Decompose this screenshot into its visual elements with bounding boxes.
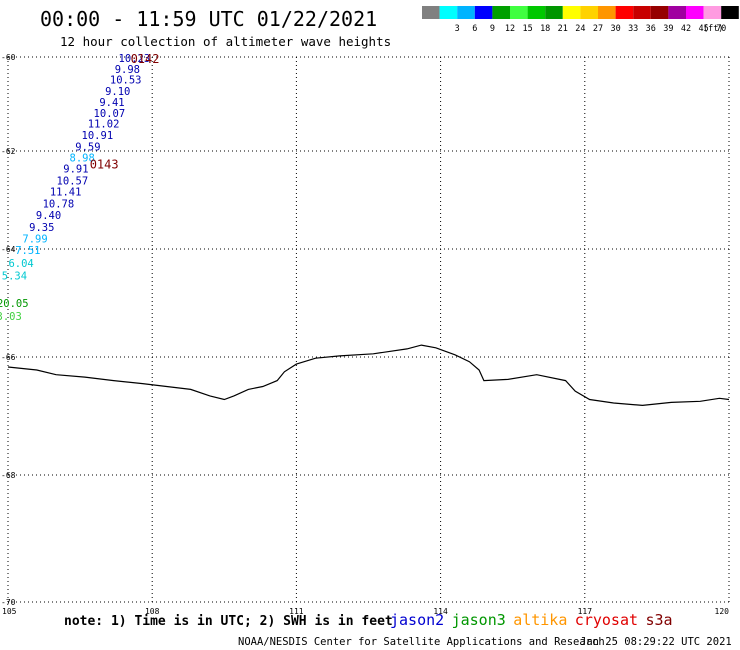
colorbar-swatch xyxy=(721,6,739,19)
colorbar-swatch xyxy=(439,6,458,19)
lat-tick-label: -66 xyxy=(1,353,16,362)
mission-label: jason2 xyxy=(390,611,444,629)
wave-height-label: 10.78 xyxy=(43,198,75,210)
footer-note: note: 1) Time is in UTC; 2) SWH is in fe… xyxy=(64,614,393,629)
colorbar-swatch xyxy=(562,6,581,19)
page-title: 00:00 - 11:59 UTC 01/22/2021 xyxy=(40,7,377,31)
colorbar-tick-label: 70 xyxy=(716,24,726,34)
lon-tick-label: 114 xyxy=(433,607,448,616)
wave-height-label: 6.04 xyxy=(8,258,33,270)
wave-height-label: 10.57 xyxy=(57,175,89,187)
wave-height-label: 9.40 xyxy=(36,210,61,222)
colorbar-swatch xyxy=(474,6,493,19)
wave-height-label: 7.51 xyxy=(15,245,40,257)
mission-label: s3a xyxy=(646,611,673,629)
colorbar-tick-label: 33 xyxy=(628,24,638,34)
lat-tick-label: -64 xyxy=(1,245,16,254)
colorbar-swatch xyxy=(422,6,440,19)
wave-height-label: 20.05 xyxy=(0,298,29,310)
wave-height-label: 9.41 xyxy=(99,97,124,109)
colorbar-swatch xyxy=(650,6,669,19)
footer-timestamp: Jan 25 08:29:22 UTC 2021 xyxy=(580,636,732,648)
colorbar-unit-label: (ft) xyxy=(703,24,723,34)
footer-credit: NOAA/NESDIS Center for Satellite Applica… xyxy=(238,636,605,648)
colorbar-tick-label: 15 xyxy=(522,24,532,34)
colorbar-swatch xyxy=(686,6,704,19)
colorbar-tick-label: 27 xyxy=(593,24,603,34)
colorbar-swatch xyxy=(615,6,634,19)
wave-height-label: 13.03 xyxy=(0,311,22,323)
lon-tick-label: 111 xyxy=(289,607,304,616)
colorbar-tick-label: 39 xyxy=(663,24,673,34)
lon-tick-label: 117 xyxy=(578,607,593,616)
colorbar-swatch xyxy=(527,6,546,19)
wave-height-label: 9.35 xyxy=(29,222,54,234)
wave-height-label: 7.99 xyxy=(22,234,47,246)
colorbar-tick-label: 18 xyxy=(540,24,550,34)
colorbar-swatch xyxy=(510,6,528,19)
colorbar-swatch xyxy=(668,6,686,19)
wave-height-label: 9.91 xyxy=(63,164,88,176)
wave-height-label: 11.41 xyxy=(50,187,82,199)
colorbar-tick-label: 45 xyxy=(698,24,708,34)
wave-height-label: 9.98 xyxy=(115,64,140,76)
wave-height-label: 8.98 xyxy=(70,152,95,164)
wave-height-label: 10.07 xyxy=(94,108,126,120)
colorbar-swatch xyxy=(580,6,598,19)
mission-label: jason3 xyxy=(452,611,506,629)
colorbar-tick-label: 30 xyxy=(610,24,620,34)
wave-height-label: 10.53 xyxy=(110,75,142,87)
mission-label: altika xyxy=(513,611,567,629)
wave-height-label: 5.34 xyxy=(2,270,27,282)
page-subtitle: 12 hour collection of altimeter wave hei… xyxy=(60,34,391,49)
map-frame xyxy=(8,57,729,602)
colorbar-tick-label: 36 xyxy=(646,24,656,34)
wave-height-label: 9.59 xyxy=(75,141,100,153)
pass-number-label: 0143 xyxy=(90,157,119,171)
lon-tick-label: 105 xyxy=(2,607,17,616)
colorbar-legend: 3 6 9 12 15 18 21 24 27 30 33 36 39 42 45 70(ft) xyxy=(422,6,739,34)
colorbar-tick-label: 42 xyxy=(681,24,691,34)
lon-tick-label: 120 xyxy=(715,607,730,616)
colorbar-swatch xyxy=(703,6,722,19)
mission-label: cryosat xyxy=(575,611,638,629)
colorbar-tick-label: 24 xyxy=(575,24,585,34)
map-area: 10.239.9810.539.109.4110.0711.0210.919.5… xyxy=(0,52,730,616)
lat-tick-label: -68 xyxy=(1,471,16,480)
observations-layer: 10.239.9810.539.109.4110.0711.0210.919.5… xyxy=(0,53,150,323)
pass-number-label: 0142 xyxy=(131,52,160,66)
wave-height-label: 10.91 xyxy=(82,130,114,142)
colorbar-swatch xyxy=(457,6,475,19)
wave-height-label: 9.10 xyxy=(105,86,130,98)
coastline xyxy=(7,344,730,407)
lat-tick-label: -62 xyxy=(1,147,16,156)
pass-labels-layer: 0142 0143 xyxy=(90,52,160,171)
colorbar-swatch xyxy=(633,6,651,19)
colorbar-tick-label: 12 xyxy=(505,24,515,34)
colorbar-tick-label: 9 xyxy=(490,24,495,34)
mission-legend: jason2 jason3 altika cryosat s3a xyxy=(390,611,673,629)
graticule xyxy=(7,56,730,603)
wave-height-label: 11.02 xyxy=(88,119,120,131)
lon-tick-label: 108 xyxy=(145,607,160,616)
colorbar-swatch xyxy=(598,6,616,19)
colorbar-tick-label: 3 xyxy=(455,24,460,34)
colorbar-swatch xyxy=(545,6,563,19)
lat-tick-label: -60 xyxy=(1,53,16,62)
colorbar-tick-label: 6 xyxy=(472,24,477,34)
wave-height-label: 10.23 xyxy=(119,53,151,65)
colorbar-tick-label: 21 xyxy=(558,24,568,34)
lat-tick-label: -70 xyxy=(1,598,16,607)
colorbar-swatch xyxy=(492,6,510,19)
